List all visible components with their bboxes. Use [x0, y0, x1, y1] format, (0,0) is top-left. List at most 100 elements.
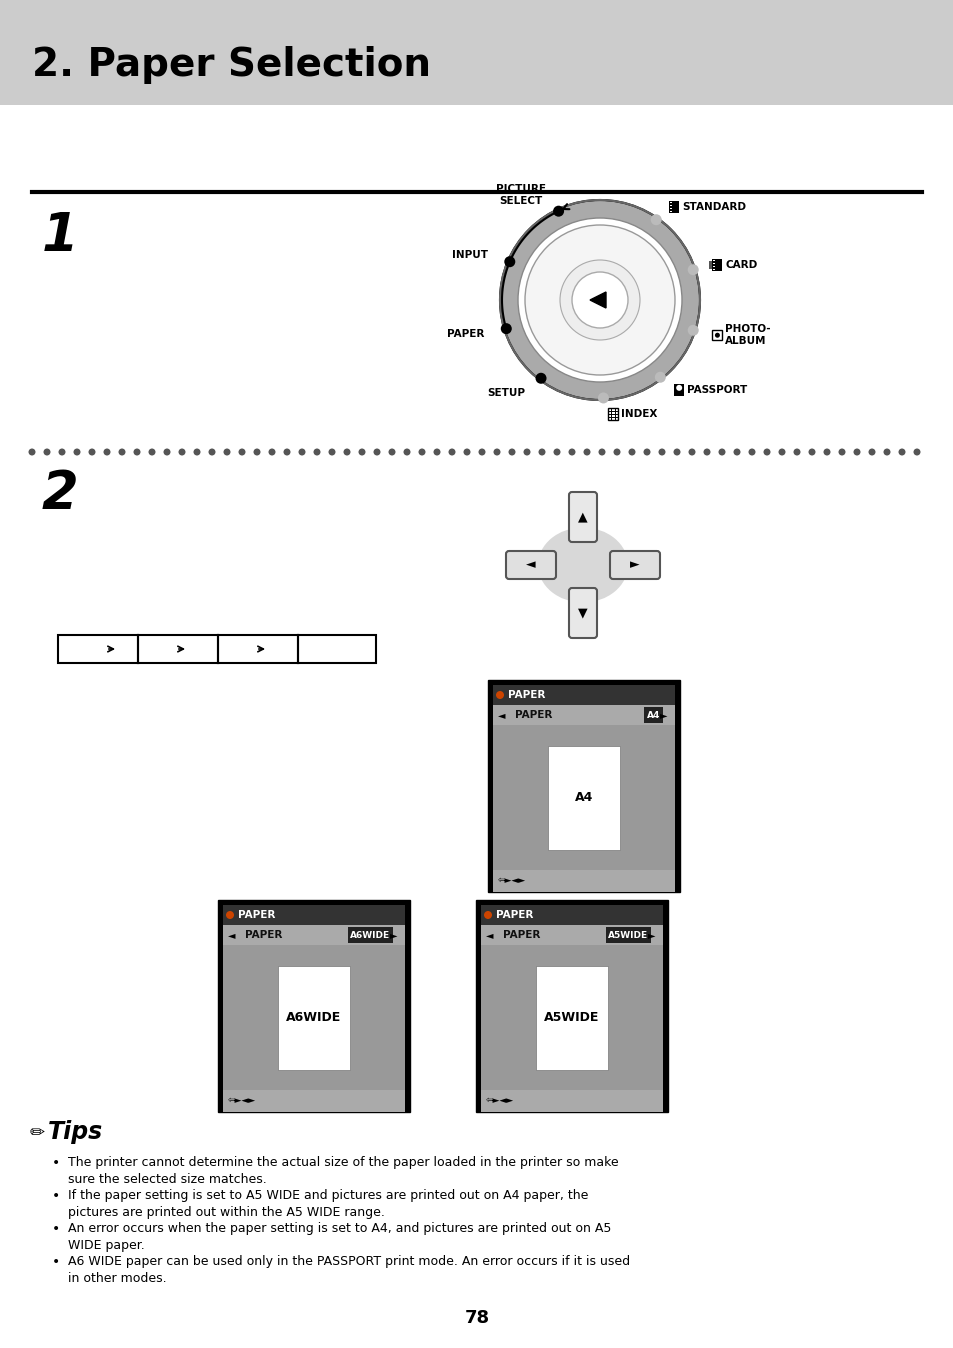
- Circle shape: [403, 449, 410, 456]
- Text: PAPER: PAPER: [502, 930, 539, 940]
- Text: ►: ►: [389, 930, 396, 940]
- Circle shape: [223, 449, 231, 456]
- Circle shape: [688, 449, 695, 456]
- Bar: [669, 201, 679, 213]
- Bar: [713, 263, 715, 264]
- Bar: [277, 965, 350, 1069]
- Text: 78: 78: [464, 1309, 489, 1326]
- Circle shape: [103, 449, 111, 456]
- Circle shape: [163, 449, 171, 456]
- Text: 2. Paper Selection: 2. Paper Selection: [32, 46, 431, 84]
- Text: 2: 2: [42, 468, 79, 520]
- Circle shape: [209, 449, 215, 456]
- Circle shape: [650, 214, 661, 225]
- Bar: [536, 965, 607, 1069]
- FancyBboxPatch shape: [609, 551, 659, 580]
- Bar: [0, 0, 953, 105]
- Circle shape: [517, 218, 681, 381]
- Text: PAPER: PAPER: [515, 710, 552, 720]
- Bar: [480, 945, 662, 1091]
- Bar: [218, 900, 410, 1112]
- Circle shape: [913, 449, 920, 456]
- Circle shape: [89, 449, 95, 456]
- Bar: [493, 705, 675, 725]
- Bar: [670, 202, 672, 204]
- Text: ▼: ▼: [578, 607, 587, 620]
- Text: •: •: [52, 1255, 60, 1268]
- Circle shape: [807, 449, 815, 456]
- Text: ⇦►◄►: ⇦►◄►: [485, 1096, 514, 1105]
- Bar: [58, 635, 375, 663]
- Circle shape: [283, 449, 291, 456]
- Circle shape: [238, 449, 245, 456]
- Bar: [547, 745, 619, 849]
- Text: A5WIDE: A5WIDE: [544, 1011, 599, 1024]
- Text: PICTURE
SELECT: PICTURE SELECT: [496, 185, 545, 206]
- Text: ✏: ✏: [30, 1124, 45, 1142]
- Circle shape: [535, 373, 546, 384]
- Circle shape: [493, 449, 500, 456]
- Text: •: •: [52, 1157, 60, 1170]
- Bar: [223, 925, 405, 945]
- Bar: [713, 260, 715, 262]
- Text: PAPER: PAPER: [245, 930, 282, 940]
- Circle shape: [524, 225, 675, 375]
- Circle shape: [226, 911, 233, 919]
- Circle shape: [328, 449, 335, 456]
- Text: The printer cannot determine the actual size of the paper loaded in the printer : The printer cannot determine the actual …: [68, 1157, 618, 1186]
- Circle shape: [118, 449, 126, 456]
- Circle shape: [613, 449, 619, 456]
- Bar: [480, 925, 662, 945]
- Text: PAPER: PAPER: [507, 690, 545, 700]
- Circle shape: [523, 449, 530, 456]
- Text: An error occurs when the paper setting is set to A4, and pictures are printed ou: An error occurs when the paper setting i…: [68, 1223, 611, 1252]
- Circle shape: [504, 256, 515, 267]
- Circle shape: [433, 449, 440, 456]
- Circle shape: [314, 449, 320, 456]
- Circle shape: [853, 449, 860, 456]
- Circle shape: [448, 449, 455, 456]
- Text: PAPER: PAPER: [446, 329, 483, 338]
- Circle shape: [673, 449, 679, 456]
- Circle shape: [568, 449, 575, 456]
- Bar: [713, 268, 715, 270]
- Bar: [476, 900, 667, 1112]
- Circle shape: [44, 449, 51, 456]
- Bar: [670, 210, 672, 212]
- Circle shape: [718, 449, 724, 456]
- FancyBboxPatch shape: [568, 492, 597, 542]
- Circle shape: [463, 449, 470, 456]
- Circle shape: [882, 449, 889, 456]
- Circle shape: [374, 449, 380, 456]
- Text: 1: 1: [42, 210, 79, 262]
- Bar: [480, 1091, 662, 1112]
- Bar: [488, 679, 679, 892]
- Bar: [480, 905, 662, 925]
- Bar: [493, 869, 675, 892]
- Circle shape: [508, 449, 515, 456]
- Circle shape: [343, 449, 350, 456]
- Circle shape: [643, 449, 650, 456]
- Circle shape: [714, 333, 720, 338]
- Circle shape: [687, 264, 698, 275]
- Circle shape: [898, 449, 904, 456]
- Circle shape: [598, 449, 605, 456]
- Bar: [493, 725, 675, 869]
- Circle shape: [572, 272, 627, 328]
- Bar: [674, 384, 683, 396]
- Text: If the paper setting is set to A5 WIDE and pictures are printed out on A4 paper,: If the paper setting is set to A5 WIDE a…: [68, 1189, 588, 1219]
- Polygon shape: [589, 293, 605, 307]
- Text: INPUT: INPUT: [452, 249, 488, 260]
- Text: SETUP: SETUP: [487, 388, 525, 398]
- Circle shape: [358, 449, 365, 456]
- Circle shape: [553, 206, 563, 217]
- Text: ⇦►◄►: ⇦►◄►: [497, 876, 525, 886]
- Text: •: •: [52, 1223, 60, 1236]
- Text: ◄: ◄: [497, 710, 505, 720]
- Circle shape: [193, 449, 200, 456]
- Text: CARD: CARD: [724, 260, 757, 270]
- Bar: [670, 208, 672, 209]
- Bar: [643, 706, 662, 723]
- Text: A5WIDE: A5WIDE: [608, 930, 648, 940]
- Bar: [348, 927, 393, 944]
